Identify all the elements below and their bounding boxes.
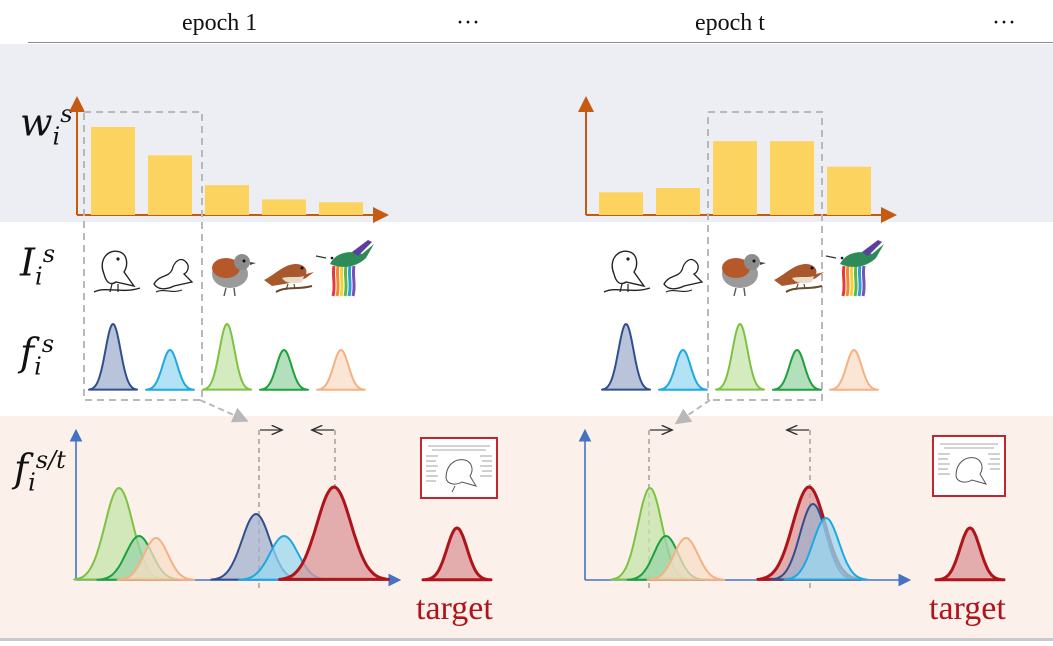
row-label-image: Iis xyxy=(20,240,56,291)
target-distribution-left xyxy=(421,526,493,582)
weight-epocht-bar-5 xyxy=(827,166,871,215)
epocht-bird-brown-gray-icon xyxy=(722,254,766,297)
epocht-feature-curve-3 xyxy=(715,323,765,391)
target-image-thumbnail-right xyxy=(932,435,1006,497)
epoch1-feature-curve-5 xyxy=(316,349,366,391)
row-label-feature: fis xyxy=(20,330,55,381)
weight-epocht-bar-4 xyxy=(770,141,814,215)
weight-bars-epocht xyxy=(599,141,871,215)
weight-epoch1-bar-5 xyxy=(319,202,363,215)
epocht-feature-curve-1 xyxy=(601,323,651,391)
distribution-curves-epoch1 xyxy=(73,485,390,581)
epocht-feature-curve-4 xyxy=(772,349,822,391)
source-images-epocht xyxy=(603,240,884,297)
epocht-dist-curve-5 xyxy=(783,517,869,581)
feature-curves-epocht xyxy=(601,323,879,391)
epocht-bird-outline-icon xyxy=(663,258,704,293)
weight-epoch1-bar-4 xyxy=(262,199,306,215)
weight-bars-epoch1 xyxy=(91,126,363,215)
target-image-thumbnail-left xyxy=(420,437,498,499)
epoch1-feature-curve-1 xyxy=(88,323,138,391)
epoch1-dist-target xyxy=(278,485,390,581)
target-curve-right xyxy=(934,526,1006,582)
ellipsis-2: ··· xyxy=(992,10,1016,36)
epoch1-feature-curve-4 xyxy=(259,349,309,391)
epocht-dist-curve-3 xyxy=(646,537,726,581)
target-curve-left xyxy=(421,526,493,582)
selection-box-epocht xyxy=(707,111,823,401)
epoch1-bird-brown-gray-icon xyxy=(212,254,256,297)
bottom-border xyxy=(0,638,1053,641)
epoch1-bird-outline-icon xyxy=(153,258,194,293)
distribution-curves-epocht xyxy=(610,485,869,581)
feature-curves-epoch1 xyxy=(88,323,366,391)
epoch-t-label: epoch t xyxy=(695,10,765,36)
epocht-feature-curve-2 xyxy=(658,349,708,391)
epocht-bird-sketch-perched-icon xyxy=(603,250,651,293)
epoch1-feature-curve-3 xyxy=(202,323,252,391)
target-distribution-right xyxy=(934,526,1006,582)
weight-epocht-bar-1 xyxy=(599,192,643,215)
selection-connector-epoch1 xyxy=(199,399,249,423)
selection-connector-epocht xyxy=(674,399,711,425)
target-label-right: target xyxy=(929,590,1006,627)
epoch1-bird-brown-branch-icon xyxy=(264,264,314,293)
row-label-feature-st: fis/t xyxy=(14,446,66,497)
weight-epocht-bar-3 xyxy=(713,141,757,215)
epocht-hummingbird-watercolor-icon xyxy=(825,240,884,297)
epoch1-bird-sketch-perched-icon xyxy=(93,250,141,293)
epocht-feature-curve-5 xyxy=(829,349,879,391)
weight-epoch1-bar-1 xyxy=(91,126,135,215)
source-images-epoch1 xyxy=(93,240,374,297)
header-rule xyxy=(28,42,1053,43)
weight-epoch1-bar-2 xyxy=(148,155,192,215)
epoch1-feature-curve-2 xyxy=(145,349,195,391)
weight-epoch1-bar-3 xyxy=(205,185,249,215)
target-label-left: target xyxy=(416,590,493,627)
weight-epocht-bar-2 xyxy=(656,188,700,215)
distribution-band xyxy=(0,416,1053,638)
epocht-bird-brown-branch-icon xyxy=(774,264,824,293)
ellipsis-1: ··· xyxy=(456,10,480,36)
epoch-1-label: epoch 1 xyxy=(182,10,258,36)
mean-markers-left xyxy=(258,430,336,588)
epoch1-hummingbird-watercolor-icon xyxy=(315,240,374,297)
epoch1-dist-curve-3 xyxy=(116,537,196,581)
